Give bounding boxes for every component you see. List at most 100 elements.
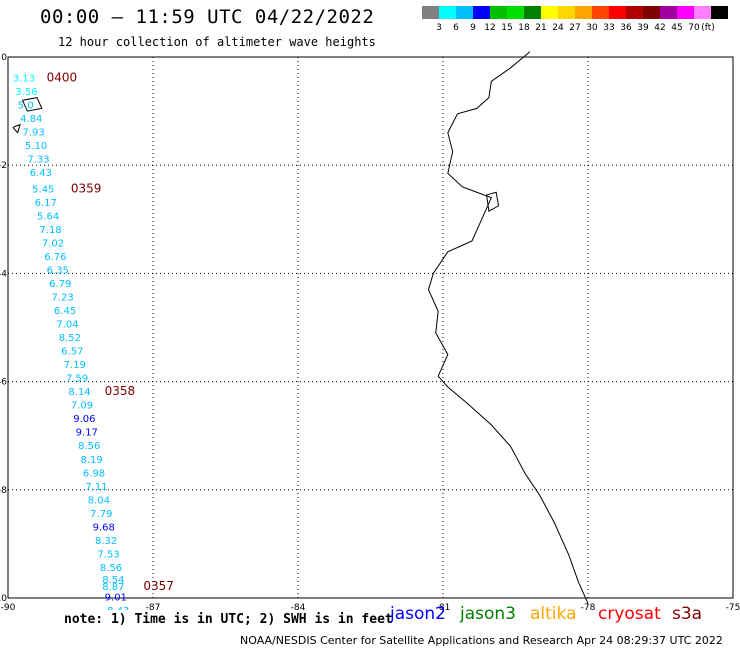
legend-tick-label: 33 — [603, 23, 614, 33]
y-tick-label: -6 — [0, 378, 7, 388]
color-scale-legend: 3 6 9 12 15 18 21 24 27 30 33 36 39 42 45 70 (ft) — [422, 6, 728, 33]
y-tick-label: -4 — [0, 269, 7, 279]
legend-tick-label: (ft) — [701, 23, 715, 33]
legend-swatch — [422, 6, 439, 19]
wave-height-value: 8.32 — [95, 536, 117, 547]
wave-height-value: 6.43 — [30, 168, 52, 179]
wave-height-value: 3.13 — [13, 73, 35, 84]
island-outline — [486, 191, 500, 212]
island-outline — [12, 123, 21, 134]
legend-tick-label: 45 — [671, 23, 682, 33]
legend-tick-label: 12 — [484, 23, 495, 33]
wave-height-value: 8.04 — [88, 495, 110, 506]
pass-time-label: 0359 — [71, 181, 102, 195]
legend-swatch — [439, 6, 456, 19]
wave-height-value: 8.52 — [59, 333, 81, 344]
x-tick-label: -90 — [1, 603, 16, 610]
legend-tick-label: 39 — [637, 23, 649, 33]
wave-height-value: 6.79 — [49, 279, 71, 290]
island-outline — [22, 97, 43, 112]
x-tick-label: -78 — [581, 603, 596, 610]
legend-swatch — [711, 6, 728, 19]
wave-height-value: 5.45 — [32, 184, 54, 195]
wave-height-value: 8.56 — [78, 441, 100, 452]
wave-height-value: 8.19 — [81, 455, 103, 466]
satellite-altika-label: altika — [530, 604, 577, 624]
y-tick-label: -8 — [0, 486, 7, 496]
legend-swatch — [643, 6, 660, 19]
x-tick-label: -84 — [291, 603, 306, 610]
legend-swatch — [490, 6, 507, 19]
wave-height-value: 7.23 — [52, 292, 74, 303]
wave-height-value: 9.01 — [105, 593, 127, 604]
legend-tick-label: 42 — [654, 23, 665, 33]
legend-swatch — [456, 6, 473, 19]
legend-swatch — [694, 6, 711, 19]
pass-time-label: 0358 — [105, 384, 136, 398]
wave-height-value: 8.56 — [100, 563, 122, 574]
legend-tick-label: 30 — [586, 23, 598, 33]
wave-height-value: 7.02 — [42, 238, 64, 249]
satellite-cryosat-label: cryosat — [598, 604, 661, 624]
wave-height-map: -90 -87 -84 -81 -78 -75 0 -2 -4 -6 -8 -10 3.13 3.56 5.… — [0, 51, 740, 610]
wave-height-value: 7.93 — [23, 127, 45, 138]
wave-height-value: 6.76 — [44, 252, 66, 263]
legend-tick-label: 9 — [470, 23, 476, 33]
wave-height-value: 6.45 — [54, 306, 76, 317]
wave-height-value: 7.11 — [85, 482, 107, 493]
wave-height-value: 8.43 — [107, 606, 129, 610]
wave-height-value: 7.33 — [27, 154, 49, 165]
units-note: note: 1) Time is in UTC; 2) SWH is in fe… — [64, 612, 393, 627]
satellite-jason2-label: jason2 — [390, 604, 446, 624]
legend-tick-label: 15 — [501, 23, 512, 33]
legend-tick-label: 18 — [518, 23, 530, 33]
y-tick-label: 0 — [1, 53, 7, 63]
page-title: 00:00 – 11:59 UTC 04/22/2022 — [40, 6, 375, 28]
wave-height-value: 7.59 — [66, 374, 88, 385]
wave-height-value: 5.64 — [37, 211, 59, 222]
footer-credit: NOAA/NESDIS Center for Satellite Applica… — [240, 634, 723, 647]
wave-height-value: 9.17 — [76, 428, 98, 439]
legend-swatch — [660, 6, 677, 19]
legend-tick-label: 36 — [620, 23, 632, 33]
x-tick-label: -81 — [436, 603, 451, 610]
legend-tick-label: 27 — [569, 23, 580, 33]
wave-height-value: 6.17 — [35, 198, 57, 209]
legend-swatch — [609, 6, 626, 19]
x-tick-label: -87 — [146, 603, 161, 610]
legend-tick-label: 3 — [436, 23, 442, 33]
legend-swatch — [677, 6, 694, 19]
pass-time-label: 0357 — [143, 579, 174, 593]
wave-height-value: 7.04 — [56, 320, 78, 331]
legend-swatch — [558, 6, 575, 19]
wave-height-value: 3.56 — [15, 87, 37, 98]
wave-height-value: 7.79 — [90, 509, 112, 520]
wave-height-value: 7.18 — [39, 225, 61, 236]
wave-height-value: 8.54 — [102, 575, 124, 586]
wave-height-value: 7.53 — [97, 549, 119, 560]
legend-swatch — [626, 6, 643, 19]
legend-swatch — [524, 6, 541, 19]
wave-height-value: 4.84 — [20, 114, 42, 125]
x-tick-label: -75 — [726, 603, 740, 610]
wave-height-value: 6.35 — [47, 265, 69, 276]
wave-height-value: 6.98 — [83, 468, 105, 479]
page-subtitle: 12 hour collection of altimeter wave hei… — [58, 35, 376, 49]
y-tick-label: -10 — [0, 594, 7, 604]
legend-swatch — [473, 6, 490, 19]
wave-height-value: 5.10 — [25, 141, 47, 152]
pass-time-label: 0400 — [47, 70, 78, 84]
legend-tick-label: 24 — [552, 23, 564, 33]
legend-tick-label: 6 — [453, 23, 459, 33]
wave-height-value: 9.06 — [73, 414, 95, 425]
legend-swatch — [541, 6, 558, 19]
wave-height-value: 8.14 — [68, 387, 90, 398]
legend-tick-label: 21 — [535, 23, 546, 33]
wave-height-value: 7.09 — [71, 401, 93, 412]
wave-height-value: 7.19 — [64, 360, 86, 371]
y-tick-label: -2 — [0, 161, 7, 171]
wave-height-value: 6.57 — [61, 347, 83, 358]
map-frame — [7, 56, 734, 599]
wave-height-value: 9.68 — [93, 522, 115, 533]
